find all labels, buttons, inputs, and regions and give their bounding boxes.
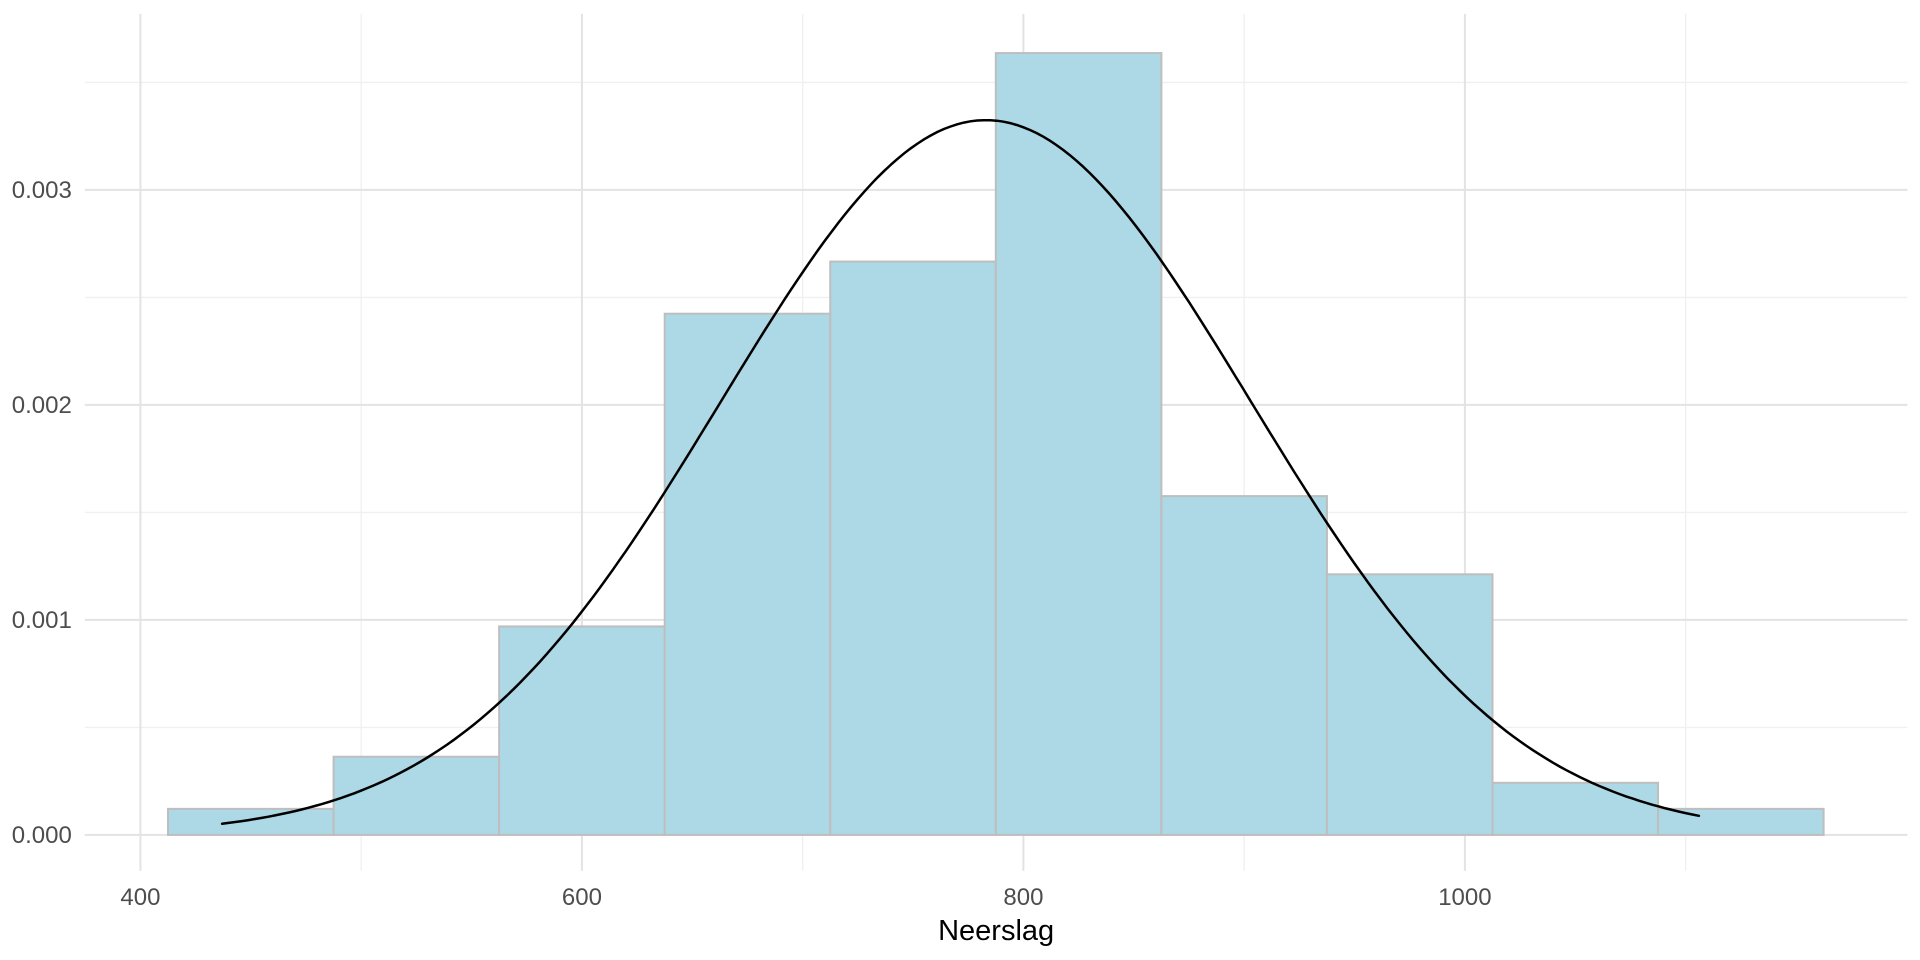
y-tick-label: 0.001 <box>12 607 72 634</box>
x-tick-label: 1000 <box>1438 884 1491 911</box>
y-axis-tick-labels: 0.000 0.001 0.002 0.003 <box>12 177 72 849</box>
y-tick-label: 0.000 <box>12 822 72 849</box>
x-tick-label: 600 <box>562 884 602 911</box>
histogram-bar <box>1160 495 1328 836</box>
y-tick-label: 0.003 <box>12 177 72 204</box>
x-tick-label: 400 <box>120 884 160 911</box>
histogram-bar <box>663 312 832 836</box>
x-axis-tick-labels: 400 600 800 1000 <box>120 884 1491 911</box>
histogram-bar <box>829 260 997 836</box>
histogram-bars <box>167 52 1825 836</box>
histogram-bar <box>1491 781 1660 836</box>
histogram-bar <box>167 807 335 836</box>
x-axis-title: Neerslag <box>938 915 1054 947</box>
histogram-bar <box>498 625 666 836</box>
x-tick-label: 800 <box>1003 884 1043 911</box>
histogram-bar <box>332 755 501 836</box>
y-tick-label: 0.002 <box>12 392 72 419</box>
histogram-bar <box>1325 573 1494 836</box>
density-curve <box>220 118 1701 825</box>
histogram-bar <box>994 52 1163 836</box>
